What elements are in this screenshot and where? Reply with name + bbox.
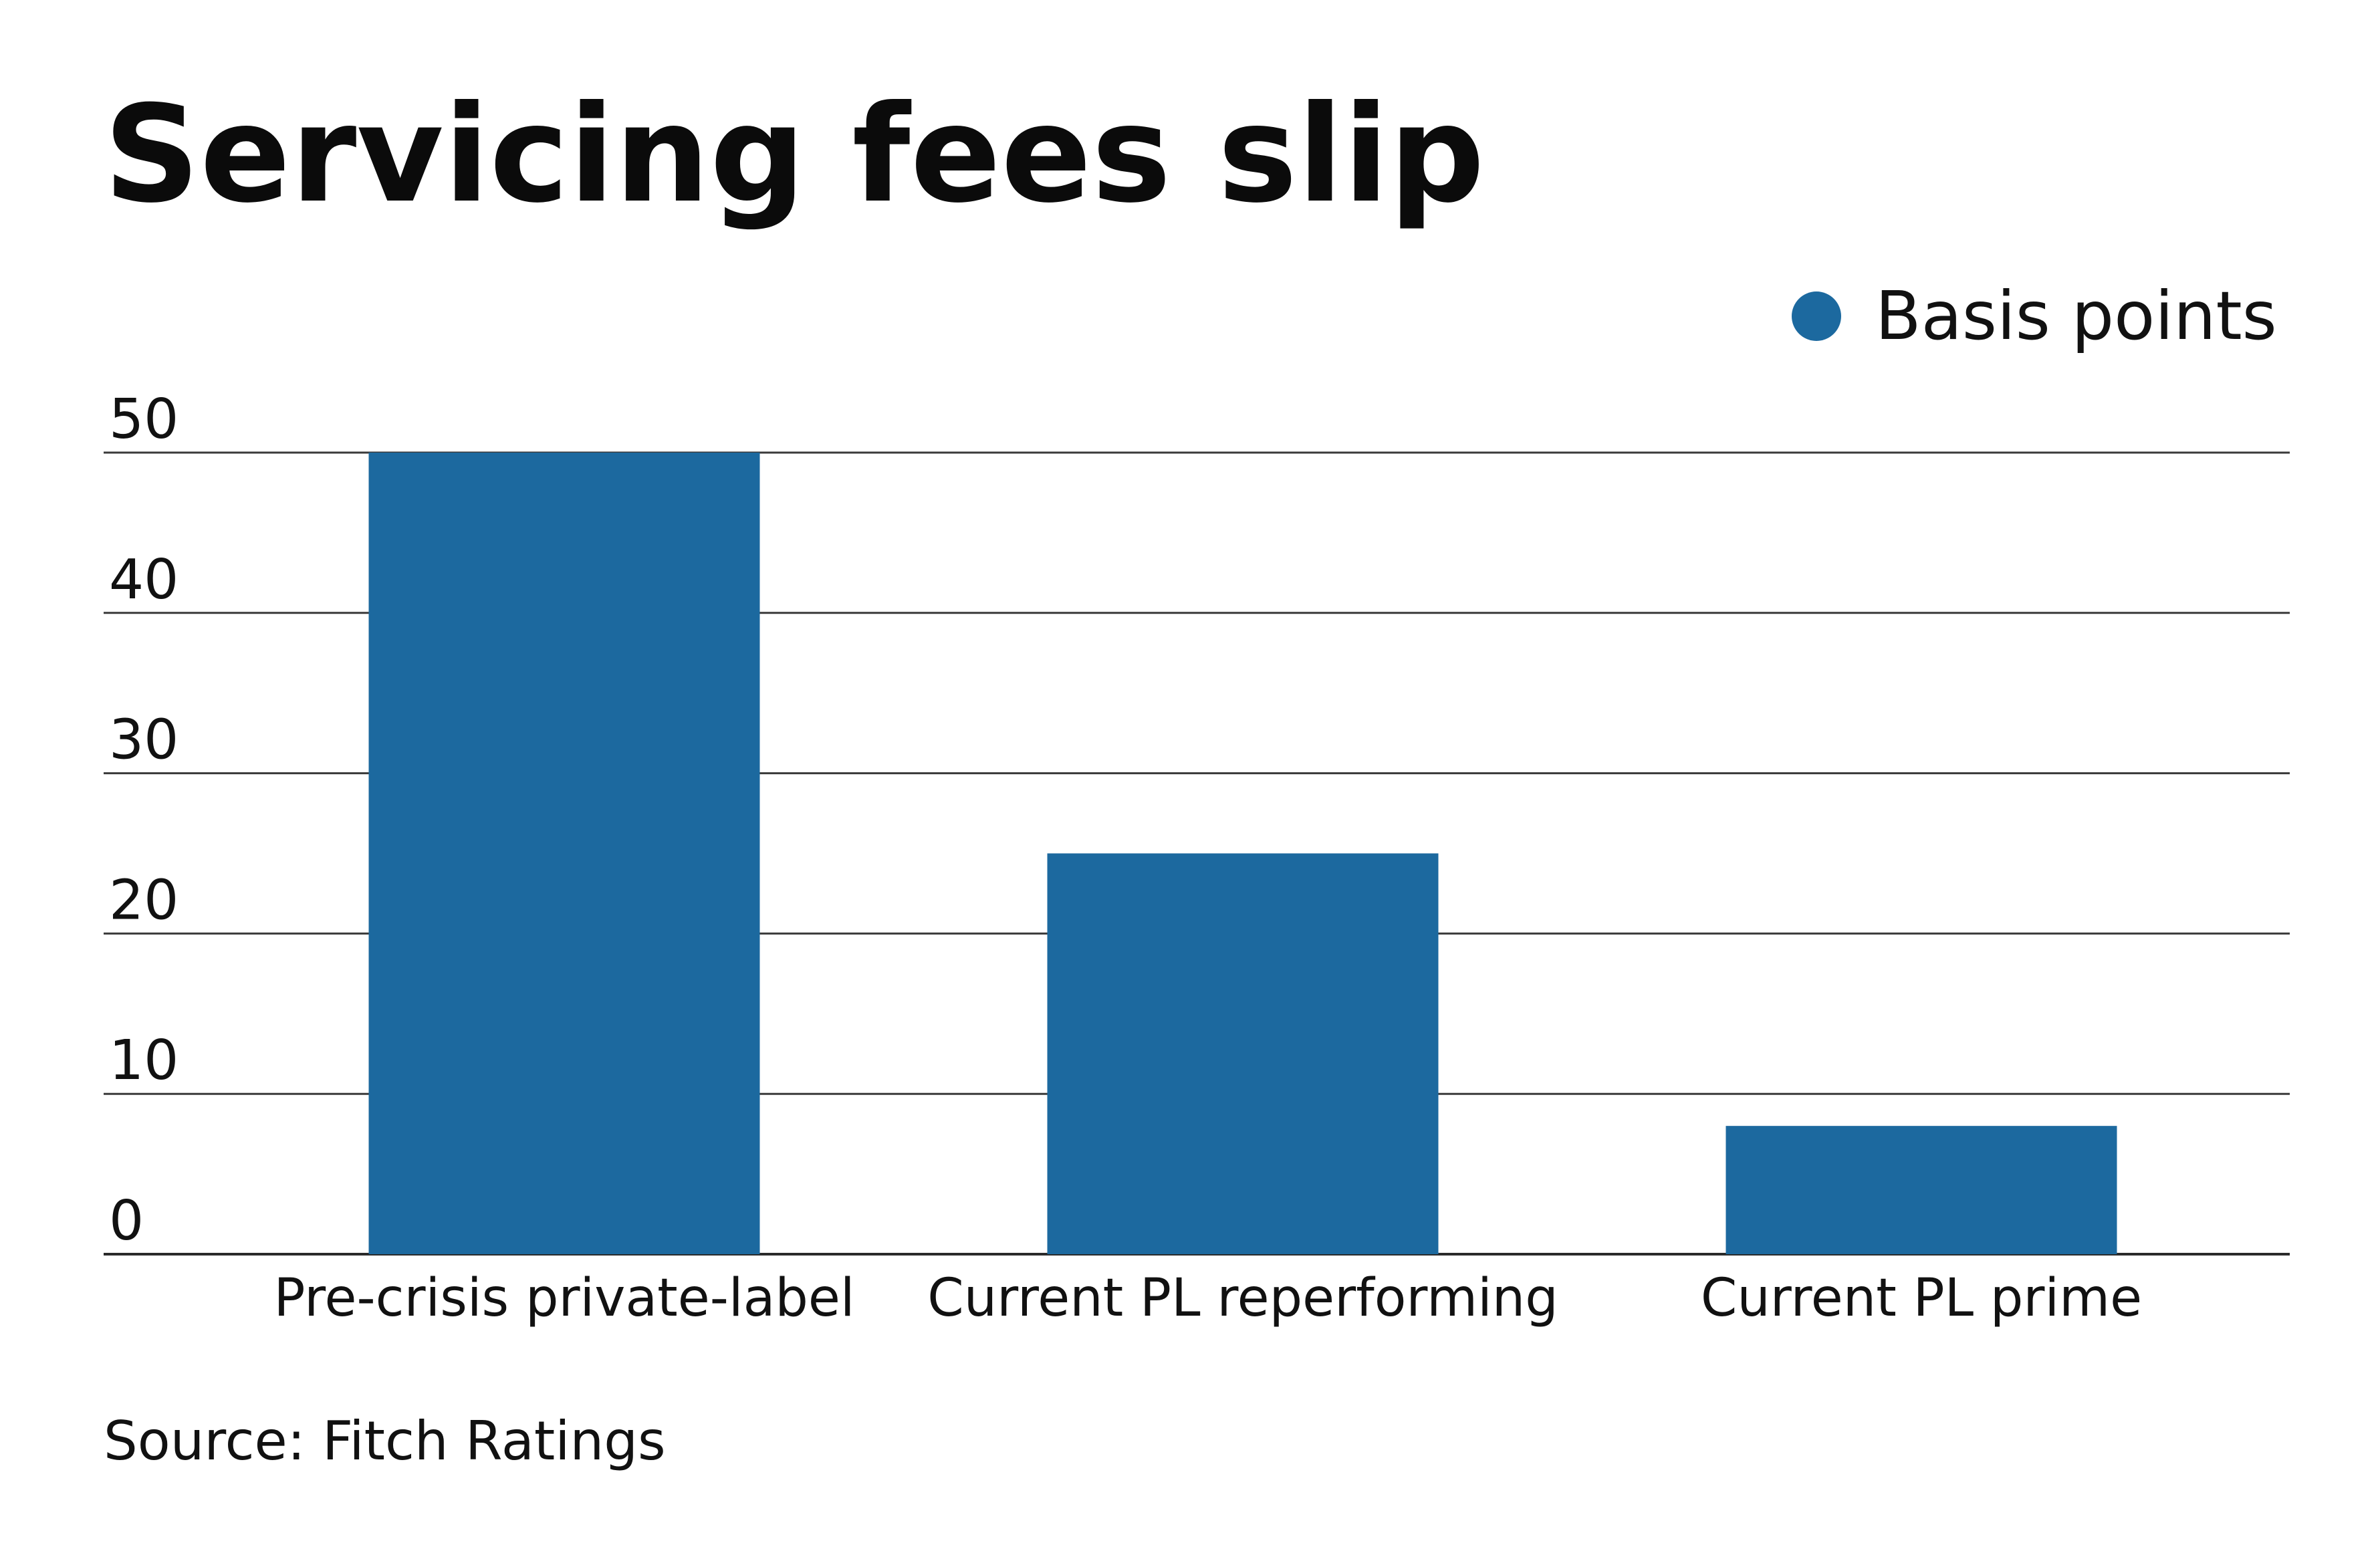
bar [368,453,760,1254]
y-tick-label: 0 [109,1189,144,1253]
bars [368,453,2117,1254]
x-category-label: Current PL reperforming [927,1268,1558,1328]
bar [1047,853,1439,1254]
chart-title: Servicing fees slip [104,77,1485,233]
legend-marker [1792,291,1841,341]
bar [1726,1126,2117,1254]
y-tick-label: 40 [109,548,178,612]
legend: Basis points [1792,277,2277,355]
y-tick-label: 20 [109,868,178,932]
y-tick-label: 10 [109,1029,178,1092]
y-axis-ticks: 0 10 20 30 40 50 [109,388,178,1253]
x-category-label: Current PL prime [1701,1268,2142,1328]
source-note: Source: Fitch Ratings [104,1410,666,1472]
y-tick-label: 30 [109,709,178,772]
y-tick-label: 50 [109,388,178,451]
x-category-label: Pre-crisis private-label [273,1268,854,1328]
legend-label: Basis points [1875,277,2277,355]
x-axis-labels: Pre-crisis private-label Current PL reper… [273,1268,2142,1328]
